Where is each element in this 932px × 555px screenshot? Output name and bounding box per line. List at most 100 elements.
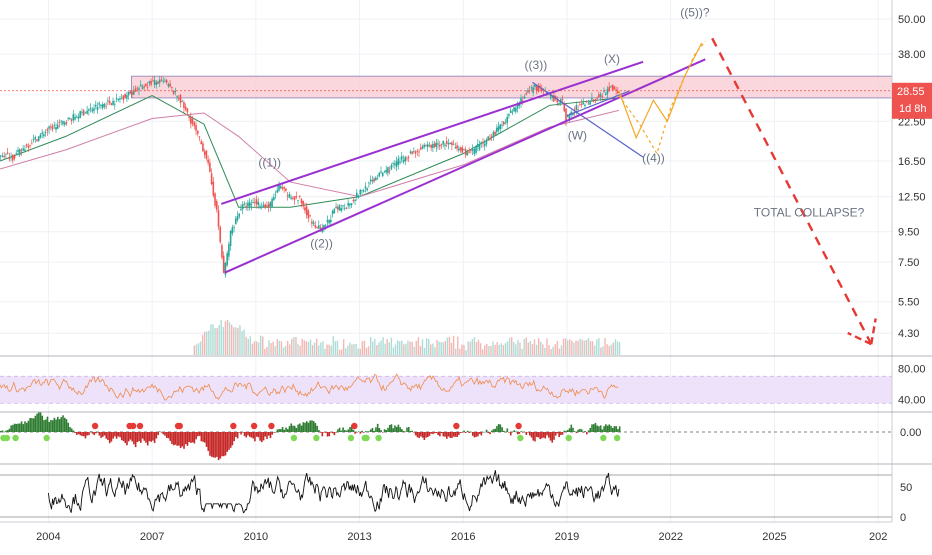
price-candle-body [464,149,467,156]
volume-bar [421,339,424,355]
momentum-bar [487,432,490,433]
momentum-bar [349,427,351,432]
momentum-bar [264,432,267,437]
momentum-bar [115,432,118,439]
price-candle-body [183,102,185,108]
momentum-signal-dot [347,434,355,442]
price-candle-body [356,192,358,197]
volume-bar [342,339,345,355]
price-candle-body [100,104,102,107]
price-candle-body [501,124,503,126]
volume-bar [533,339,536,355]
volume-bar [558,348,561,355]
price-candle-body [311,221,313,224]
price-candle-body [119,98,121,100]
price-candle-body [124,93,126,98]
momentum-bar [126,432,128,446]
volume-bar [484,345,486,355]
price-candle-body [164,81,166,82]
volume-bar [519,342,521,355]
momentum-bar [53,417,56,432]
momentum-bar [36,413,38,432]
momentum-bar [323,432,325,433]
price-candle-body [497,126,500,131]
volume-bar [289,344,291,355]
momentum-bar [285,427,287,432]
momentum-bar [152,432,154,441]
price-candle-body [404,157,407,162]
momentum-bar [247,432,249,436]
price-candle-body [264,204,266,208]
price-candle-body [181,101,184,102]
volume-bar [535,344,538,355]
price-candle-body [6,152,9,155]
price-candle-body [421,146,424,149]
momentum-bar [331,432,334,434]
price-candle-body [279,186,282,188]
momentum-bar [110,432,113,442]
price-candle-body [336,206,339,210]
price-candle-body [343,207,346,209]
price-candle-body [252,201,254,203]
momentum-bar [368,431,370,432]
volume-bar [390,337,393,355]
price-candle-body [74,116,76,120]
volume-bar [374,339,376,355]
price-candle-body [222,255,225,273]
momentum-bar [503,430,505,432]
momentum-bar [214,432,216,458]
volume-bar [338,349,341,355]
volume-bar [500,343,503,355]
price-candle-body [499,124,502,129]
momentum-signal-dot [453,422,460,430]
momentum-bar [140,432,142,443]
volume-bar [228,322,231,355]
volume-bar [494,344,496,355]
momentum-tick-label: 0.00 [900,427,921,439]
momentum-bar [146,432,149,446]
price-candle-body [191,118,194,124]
collapse-arrow [711,37,877,346]
price-candle-body [428,145,431,146]
price-candle-body [27,145,30,148]
price-candle-body [20,150,23,152]
price-candle-body [419,147,422,150]
price-candle-body [184,106,187,110]
wave-projections [618,40,706,155]
volume-bar [610,344,612,355]
momentum-bar [454,432,457,437]
price-candle-body [226,253,228,266]
momentum-bar [568,428,571,432]
price-candle-body [13,155,16,159]
momentum-bar [105,432,108,439]
volume-bar [515,344,517,355]
volume-bar [239,325,241,355]
volume-bar [369,337,372,355]
momentum-bar [269,432,272,439]
volume-bar [212,324,214,355]
price-candle-body [563,103,566,112]
x-tick-label: 2019 [555,531,579,543]
momentum-bar [390,424,393,432]
momentum-bar [364,431,367,432]
price-candle-body [221,245,223,258]
momentum-bar [515,431,517,433]
price-candle-body [494,131,496,135]
price-candle-body [231,227,234,234]
momentum-bar [223,432,225,457]
price-candle-body [122,95,125,100]
volume-bar [293,337,295,355]
price-candle-body [378,172,381,177]
volume-bar [286,340,289,355]
momentum-bar [288,426,291,432]
price-candle-body [82,110,85,116]
price-candle-body [312,222,315,225]
momentum-bar [382,432,384,433]
price-candle-body [540,88,543,91]
price-candle-body [591,97,593,100]
volume-bar [303,340,305,355]
momentum-bar [435,432,438,433]
momentum-bar [96,431,99,433]
momentum-signal-dot [12,434,19,442]
momentum-bar [428,432,431,436]
